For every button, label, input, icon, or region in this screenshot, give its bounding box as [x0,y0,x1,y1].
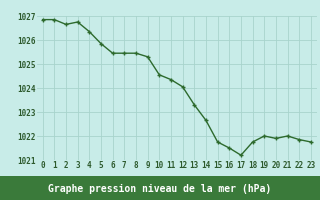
Text: Graphe pression niveau de la mer (hPa): Graphe pression niveau de la mer (hPa) [48,184,272,194]
